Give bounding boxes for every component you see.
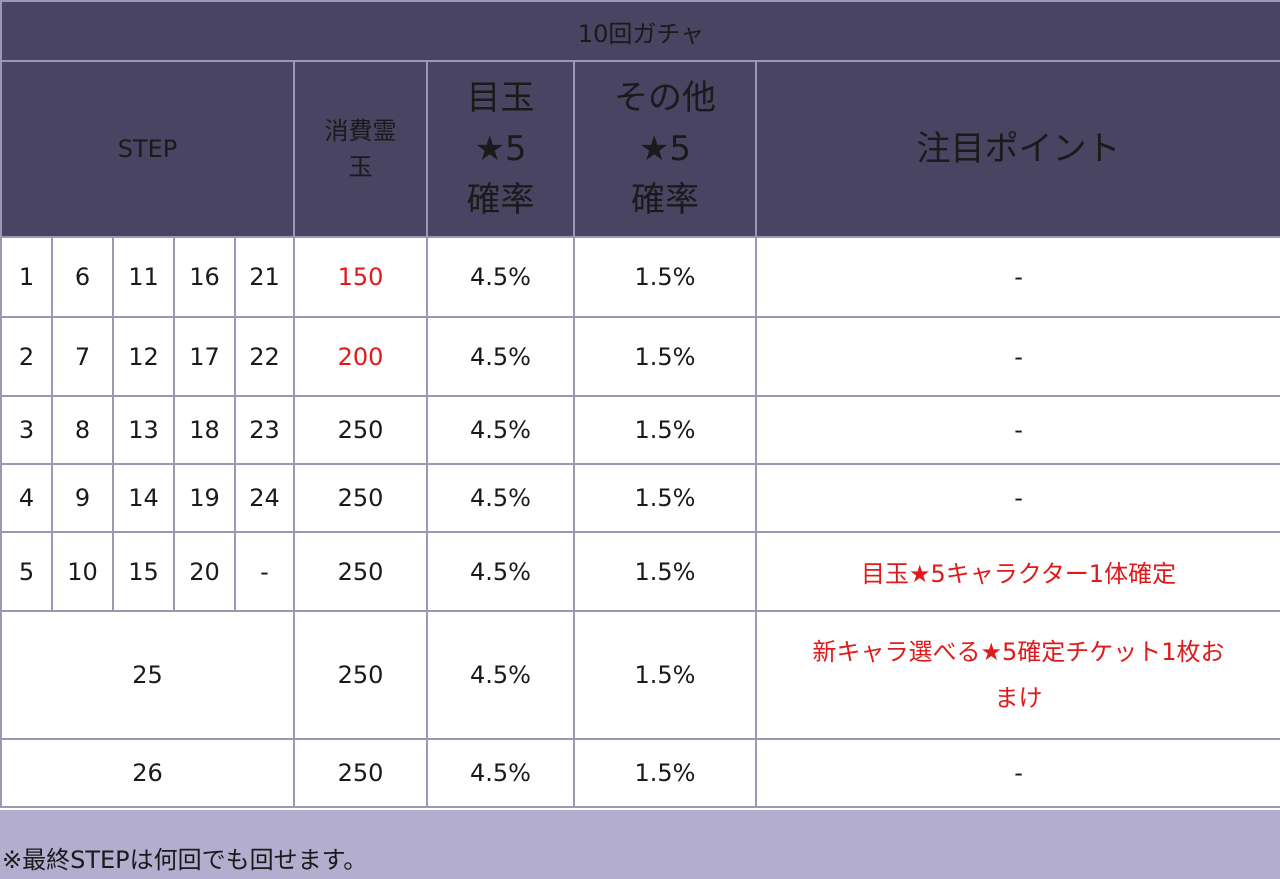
step-cell: 11	[112, 236, 175, 318]
step-cell: 6	[51, 236, 114, 318]
table-row: 3 8 13 18 23 250 4.5% 1.5% -	[0, 395, 1280, 465]
step-cell: 4	[0, 463, 53, 533]
featured-rate-cell: 4.5%	[426, 610, 575, 740]
note-cell: -	[754, 738, 1280, 808]
note-cell: -	[754, 395, 1280, 465]
footnote-text: ※最終STEPは何回でも回せます。	[2, 846, 368, 874]
cost-cell: 250	[293, 738, 428, 808]
note-cell: -	[754, 236, 1280, 318]
note-cell: -	[754, 316, 1280, 397]
step-cell: 19	[173, 463, 236, 533]
featured-rate-cell: 4.5%	[426, 463, 575, 533]
step-cell: 24	[234, 463, 295, 533]
header-notes: 注目ポイント	[754, 60, 1280, 238]
other-rate-cell: 1.5%	[573, 531, 757, 612]
note-cell: 新キャラ選べる★5確定チケット1枚お まけ	[754, 610, 1280, 740]
gacha-table: 10回ガチャ STEP 消費霊 玉 目玉 ★5 確率 その他 ★5 確率 注目ポ…	[0, 0, 1280, 808]
step-cell: 17	[173, 316, 236, 397]
step-cell: 23	[234, 395, 295, 465]
header-featured-line1: 目玉	[466, 77, 535, 118]
step-cell: 9	[51, 463, 114, 533]
step-cell: 13	[112, 395, 175, 465]
step-cell: -	[234, 531, 295, 612]
other-rate-cell: 1.5%	[573, 395, 757, 465]
header-cost-line2: 玉	[348, 153, 373, 181]
step-cell: 12	[112, 316, 175, 397]
featured-rate-cell: 4.5%	[426, 236, 575, 318]
note-cell: -	[754, 463, 1280, 533]
table-row: 26 250 4.5% 1.5% -	[0, 738, 1280, 808]
header-cost-line1: 消費霊	[324, 117, 397, 145]
note-line: 新キャラ選べる★5確定チケット1枚お	[812, 638, 1225, 666]
table-row: 1 6 11 16 21 150 4.5% 1.5% -	[0, 236, 1280, 318]
cost-cell: 200	[293, 316, 428, 397]
step-cell: 14	[112, 463, 175, 533]
cost-cell: 250	[293, 395, 428, 465]
other-rate-cell: 1.5%	[573, 463, 757, 533]
other-rate-cell: 1.5%	[573, 610, 757, 740]
step-cell: 3	[0, 395, 53, 465]
cost-cell: 250	[293, 610, 428, 740]
step-cell: 22	[234, 316, 295, 397]
header-other-line2: ★5	[638, 128, 692, 169]
step-cell: 1	[0, 236, 53, 318]
step-cell: 8	[51, 395, 114, 465]
other-rate-cell: 1.5%	[573, 236, 757, 318]
step-cell: 18	[173, 395, 236, 465]
table-title: 10回ガチャ	[0, 0, 1280, 62]
table-row: 25 250 4.5% 1.5% 新キャラ選べる★5確定チケット1枚お まけ	[0, 610, 1280, 740]
other-rate-cell: 1.5%	[573, 738, 757, 808]
step-cell: 16	[173, 236, 236, 318]
footnote-bar: ※最終STEPは何回でも回せます。	[0, 810, 1280, 879]
table-row: 5 10 15 20 - 250 4.5% 1.5% 目玉★5キャラクター1体確…	[0, 531, 1280, 612]
header-featured-line2: ★5	[474, 128, 527, 169]
cost-cell: 250	[293, 463, 428, 533]
step-cell: 10	[51, 531, 114, 612]
step-cell: 26	[0, 738, 295, 808]
cost-cell: 150	[293, 236, 428, 318]
featured-rate-cell: 4.5%	[426, 531, 575, 612]
step-cell: 21	[234, 236, 295, 318]
table-row: 4 9 14 19 24 250 4.5% 1.5% -	[0, 463, 1280, 533]
step-cell: 25	[0, 610, 295, 740]
header-cost: 消費霊 玉	[293, 60, 428, 238]
table-row: 2 7 12 17 22 200 4.5% 1.5% -	[0, 316, 1280, 397]
note-line: まけ	[994, 684, 1043, 712]
step-cell: 15	[112, 531, 175, 612]
step-cell: 2	[0, 316, 53, 397]
featured-rate-cell: 4.5%	[426, 395, 575, 465]
header-featured-line3: 確率	[466, 179, 535, 220]
step-cell: 5	[0, 531, 53, 612]
cost-cell: 250	[293, 531, 428, 612]
note-cell: 目玉★5キャラクター1体確定	[754, 531, 1280, 612]
header-featured-rate: 目玉 ★5 確率	[426, 60, 575, 238]
header-other-line3: 確率	[631, 179, 699, 220]
featured-rate-cell: 4.5%	[426, 316, 575, 397]
featured-rate-cell: 4.5%	[426, 738, 575, 808]
other-rate-cell: 1.5%	[573, 316, 757, 397]
step-cell: 20	[173, 531, 236, 612]
step-cell: 7	[51, 316, 114, 397]
header-other-rate: その他 ★5 確率	[573, 60, 757, 238]
header-step: STEP	[0, 60, 295, 238]
header-other-line1: その他	[614, 77, 716, 118]
